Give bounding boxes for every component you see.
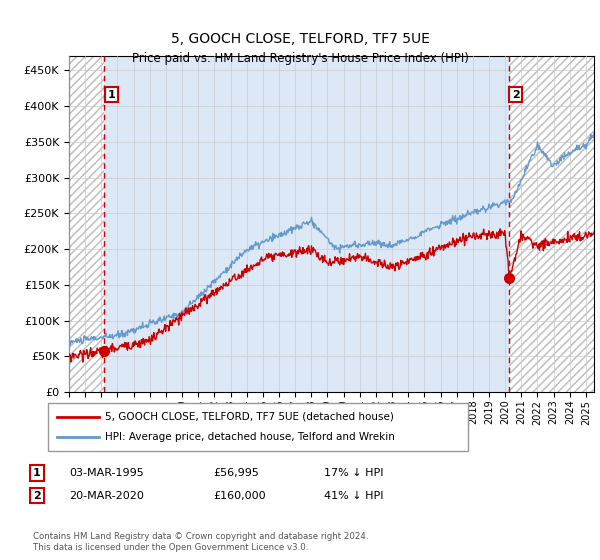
Text: 1: 1 [107, 90, 115, 100]
Text: 17% ↓ HPI: 17% ↓ HPI [324, 468, 383, 478]
Text: £160,000: £160,000 [213, 491, 266, 501]
Text: 41% ↓ HPI: 41% ↓ HPI [324, 491, 383, 501]
Bar [509, 56, 594, 392]
Bar [69, 56, 104, 392]
Text: HPI: Average price, detached house, Telford and Wrekin: HPI: Average price, detached house, Telf… [105, 432, 395, 442]
Text: 2: 2 [512, 90, 520, 100]
Text: 1: 1 [33, 468, 41, 478]
Text: 20-MAR-2020: 20-MAR-2020 [69, 491, 144, 501]
Text: Price paid vs. HM Land Registry's House Price Index (HPI): Price paid vs. HM Land Registry's House … [131, 52, 469, 66]
Text: £56,995: £56,995 [213, 468, 259, 478]
Text: 03-MAR-1995: 03-MAR-1995 [69, 468, 144, 478]
Text: Contains HM Land Registry data © Crown copyright and database right 2024.
This d: Contains HM Land Registry data © Crown c… [33, 532, 368, 552]
Text: 2: 2 [33, 491, 41, 501]
Text: 5, GOOCH CLOSE, TELFORD, TF7 5UE (detached house): 5, GOOCH CLOSE, TELFORD, TF7 5UE (detach… [105, 412, 394, 422]
Text: 5, GOOCH CLOSE, TELFORD, TF7 5UE: 5, GOOCH CLOSE, TELFORD, TF7 5UE [170, 32, 430, 46]
